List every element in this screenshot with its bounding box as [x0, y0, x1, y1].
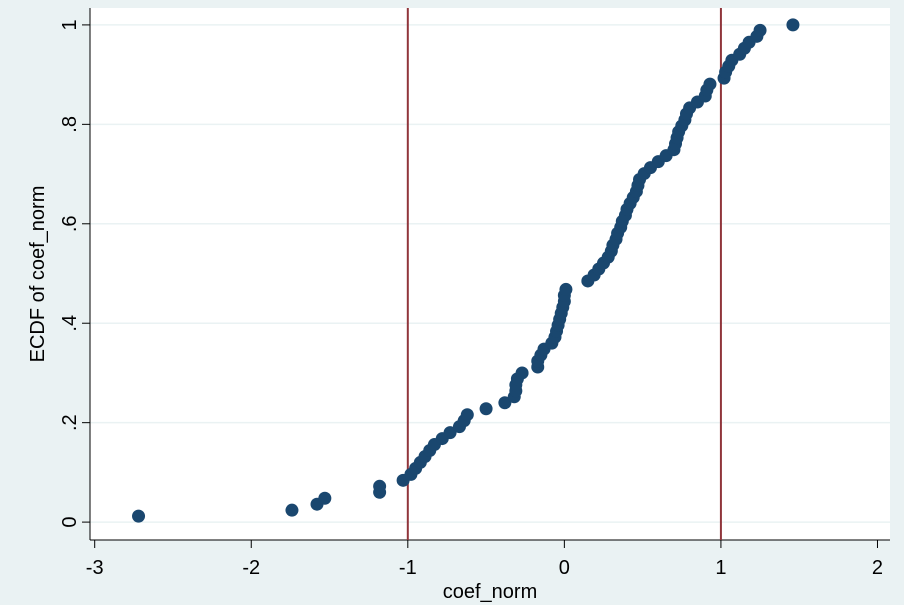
y-tick-label: 0 [59, 517, 81, 528]
y-tick-label: .8 [59, 116, 81, 133]
point [703, 77, 717, 91]
point [515, 366, 529, 380]
point [753, 23, 767, 37]
x-tick-label: 0 [559, 557, 570, 579]
x-tick-label: -2 [242, 557, 260, 579]
point [559, 282, 573, 296]
point [786, 18, 800, 32]
point [285, 503, 299, 517]
x-tick-label: 2 [872, 557, 883, 579]
point [443, 426, 457, 440]
point [373, 479, 387, 493]
y-tick-label: .2 [59, 414, 81, 431]
y-tick-label: 1 [59, 19, 81, 30]
point [460, 408, 474, 422]
plot-area [90, 8, 890, 540]
x-tick-label: -1 [399, 557, 417, 579]
y-tick-label: .4 [59, 315, 81, 332]
y-axis-label: ECDF of coef_norm [27, 186, 49, 363]
point [479, 402, 493, 416]
x-tick-label: 1 [715, 557, 726, 579]
point [132, 509, 146, 523]
x-tick-label: -3 [86, 557, 104, 579]
y-tick-label: .6 [59, 215, 81, 232]
point [498, 396, 512, 410]
point [318, 491, 332, 505]
x-axis-label: coef_norm [443, 581, 538, 603]
